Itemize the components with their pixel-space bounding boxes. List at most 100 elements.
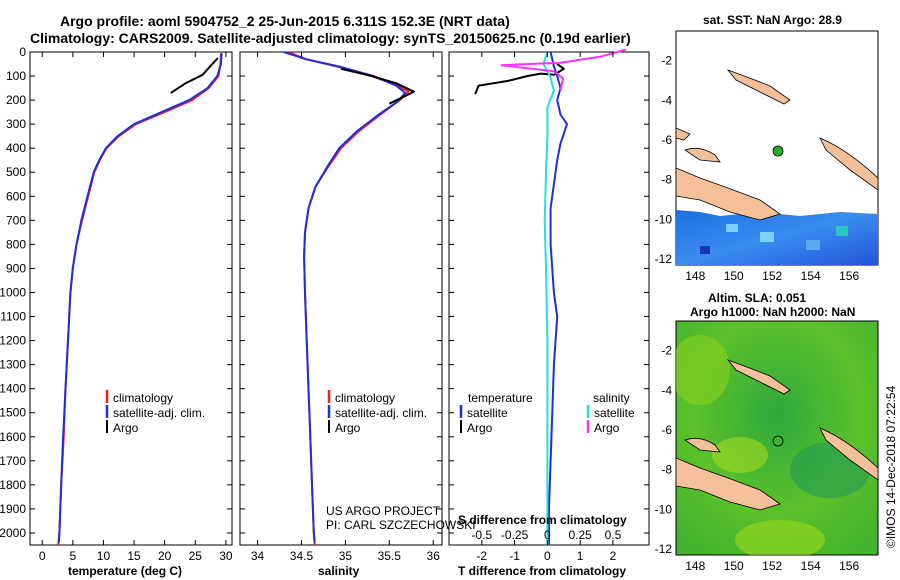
s-difference-tick-label: -0.5	[471, 528, 492, 542]
depth-tick-label: 1500	[0, 406, 26, 420]
x-tick-label: 30	[219, 549, 233, 563]
land-islet	[676, 127, 691, 141]
depth-tick-label: 100	[6, 69, 26, 83]
series-line-argo	[340, 67, 415, 105]
x-tick-label: 36	[427, 549, 441, 563]
depth-tick-label: 200	[6, 93, 26, 107]
map-lon-tick-label: 148	[685, 559, 705, 573]
depth-tick-label: 1200	[0, 334, 26, 348]
series-line-climatology	[57, 53, 222, 546]
sst-cell	[806, 240, 820, 250]
legend-title-salinity: salinity	[593, 391, 630, 405]
x-tick-label: 35.5	[378, 549, 402, 563]
map-lat-tick-label: -6	[661, 423, 672, 437]
legend-label-t-argo: Argo	[467, 421, 493, 435]
sst-cell	[760, 232, 774, 242]
x-tick-label: 20	[158, 549, 172, 563]
depth-tick-label: 700	[6, 213, 26, 227]
temperature-panel-frame	[29, 51, 233, 546]
series-line-argo	[170, 57, 219, 94]
sla-anomaly	[735, 520, 825, 555]
x-tick-label: 5	[70, 549, 77, 563]
map-lat-tick-label: -2	[661, 54, 672, 68]
depth-tick-label: 900	[6, 261, 26, 275]
depth-tick-label: 1400	[0, 382, 26, 396]
x-tick-label: 0	[544, 549, 551, 563]
pi-annotation: PI: CARL SZCZECHOWSKI	[326, 518, 476, 532]
t-difference-axis-label: T difference from climatology	[458, 564, 626, 578]
depth-tick-label: 800	[6, 237, 26, 251]
map-lon-tick-label: 154	[801, 269, 821, 283]
map-lon-tick-label: 156	[839, 269, 859, 283]
temperature-legend: climatology satellite-adj. clim. Argo	[105, 390, 205, 435]
temperature-series	[57, 53, 223, 546]
legend-label-argo: Argo	[113, 421, 139, 435]
map-lat-tick-label: -2	[661, 344, 672, 358]
legend-label-argo: Argo	[335, 421, 361, 435]
sst-map-title: sat. SST: NaN Argo: 28.9	[703, 13, 842, 27]
land-png	[676, 457, 781, 511]
difference-panel-frame	[448, 51, 650, 546]
x-tick-label: 0	[39, 549, 46, 563]
sla-map	[675, 320, 879, 556]
salinity-axis-label: salinity	[318, 564, 360, 578]
sst-map	[675, 30, 879, 266]
s-difference-tick-label: -0.25	[501, 528, 529, 542]
salinity-panel-frame	[239, 51, 443, 546]
map-lat-tick-label: -10	[655, 212, 673, 226]
x-tick-label: 34.5	[290, 549, 314, 563]
axis-ticks: 0100200300400500600700800900100011001200…	[0, 45, 859, 573]
difference-series	[474, 48, 627, 545]
series-line-climatology	[287, 51, 410, 546]
depth-tick-label: 0	[19, 45, 26, 59]
sst-cell	[836, 226, 848, 236]
salinity-legend: climatology satellite-adj. clim. Argo	[327, 390, 427, 435]
project-annotation: US ARGO PROJECT	[326, 504, 441, 518]
x-tick-label: -2	[476, 549, 487, 563]
series-line-t-satellite	[548, 51, 568, 545]
map-lat-tick-label: -12	[655, 542, 673, 556]
map-lat-tick-label: -4	[661, 93, 672, 107]
map-lat-tick-label: -8	[661, 463, 672, 477]
map-lat-tick-label: -4	[661, 383, 672, 397]
land-new-ireland	[726, 359, 791, 395]
sla-map-subtitle: Argo h1000: NaN h2000: NaN	[690, 305, 855, 319]
legend-label-s-satellite: satellite	[594, 406, 635, 420]
map-lon-tick-label: 154	[801, 559, 821, 573]
depth-tick-label: 500	[6, 165, 26, 179]
depth-tick-label: 1900	[0, 502, 26, 516]
imos-credit: ©IMOS 14-Dec-2018 07:22:54	[884, 385, 898, 548]
s-difference-tick-label: 0.25	[568, 528, 592, 542]
depth-tick-label: 1300	[0, 358, 26, 372]
land-new-britain	[684, 147, 721, 163]
x-tick-label: 25	[189, 549, 203, 563]
figure-title-line1: Argo profile: aoml 5904752_2 25-Jun-2015…	[60, 13, 510, 29]
sla-anomaly	[790, 442, 870, 498]
x-tick-label: 34	[251, 549, 265, 563]
depth-tick-label: 1800	[0, 478, 26, 492]
sst-map-content	[676, 69, 878, 265]
s-difference-axis-label: S difference from climatology	[458, 513, 627, 527]
legend-label-climatology: climatology	[113, 391, 173, 405]
x-tick-label: -1	[509, 549, 520, 563]
land-new-ireland	[726, 69, 791, 105]
map-lon-tick-label: 152	[762, 559, 782, 573]
series-line-s-argo	[500, 48, 627, 91]
map-lat-tick-label: -6	[661, 133, 672, 147]
map-lat-tick-label: -10	[655, 502, 673, 516]
depth-tick-label: 1700	[0, 454, 26, 468]
depth-tick-label: 1600	[0, 430, 26, 444]
argo-location-marker	[772, 145, 784, 157]
figure-title-line2: Climatology: CARS2009. Satellite-adjuste…	[30, 30, 631, 46]
legend-label-t-satellite: satellite	[467, 406, 508, 420]
x-tick-label: 2	[610, 549, 617, 563]
series-line-t-argo	[474, 63, 565, 95]
x-tick-label: 10	[97, 549, 111, 563]
difference-legend: temperature satellite Argo salinity sate…	[459, 391, 635, 435]
map-lon-tick-label: 152	[762, 269, 782, 283]
land-solomons	[819, 137, 878, 191]
legend-label-climatology: climatology	[335, 391, 395, 405]
series-line-satellite-adj-clim-	[283, 51, 407, 543]
series-line-s-satellite	[542, 51, 555, 545]
